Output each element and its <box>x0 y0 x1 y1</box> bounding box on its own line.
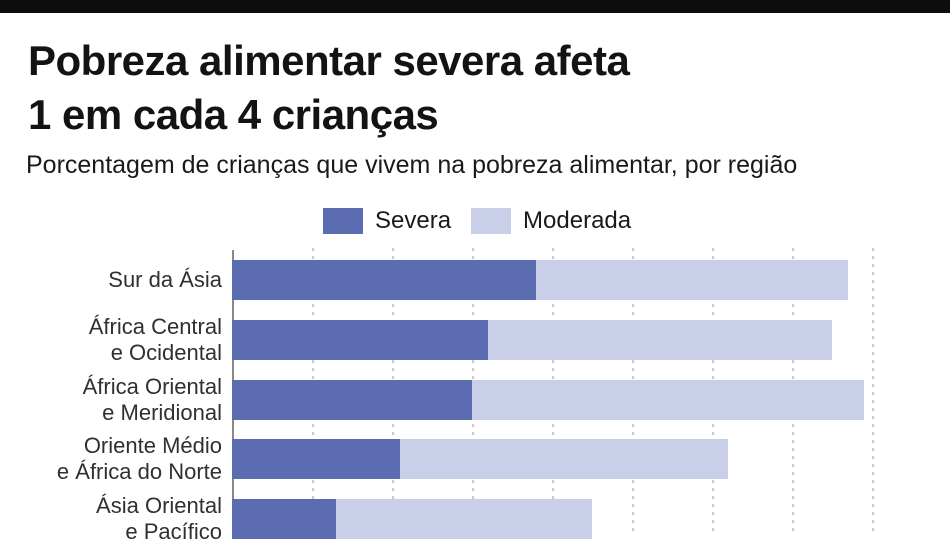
legend-label-moderada: Moderada <box>523 207 632 234</box>
gridline-80-percent <box>872 248 874 533</box>
chart-legend: Severa Moderada <box>323 208 631 234</box>
page-title-line2: 1 em cada 4 crianças <box>28 91 439 138</box>
legend-label-severa: Severa <box>375 207 452 234</box>
legend-swatch-moderada <box>471 208 512 234</box>
bar-segment-moderada <box>472 380 864 420</box>
top-accent-bar <box>0 0 950 13</box>
bar-segment-severa <box>232 260 536 300</box>
legend-swatch-severa <box>323 208 363 234</box>
page-title-line1: Pobreza alimentar severa afeta <box>28 37 630 84</box>
bar-segment-severa <box>232 439 400 479</box>
stacked-bar-chart: Sur da Ásia África Central e Ocidental Áfri… <box>56 248 874 544</box>
category-label: África Central e Ocidental <box>88 314 222 365</box>
bar-segment-moderada <box>488 320 832 360</box>
bar-segment-moderada <box>536 260 848 300</box>
bar-segment-severa <box>232 499 336 539</box>
page-title: Pobreza alimentar severa afeta 1 em cada … <box>28 34 630 142</box>
category-label: Sur da Ásia <box>108 267 222 292</box>
bar-segment-severa <box>232 320 488 360</box>
category-label: África Oriental e Meridional <box>82 374 222 425</box>
category-label: Ásia Oriental e Pacífico <box>96 493 222 544</box>
bar-segment-moderada <box>336 499 592 539</box>
bar-segment-severa <box>232 380 472 420</box>
category-label: Oriente Médio e África do Norte <box>56 433 222 484</box>
chart-subtitle: Porcentagem de crianças que vivem na pob… <box>26 151 798 179</box>
bar-segment-moderada <box>400 439 728 479</box>
